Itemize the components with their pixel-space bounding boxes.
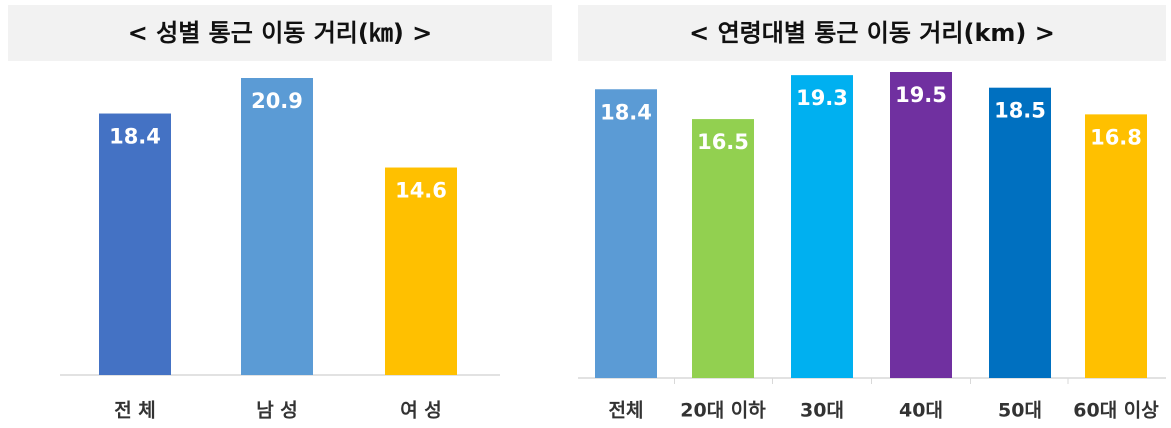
bar xyxy=(595,89,657,378)
x-tick-label: 여 성 xyxy=(400,400,442,422)
x-tick-label: 20대 이하 xyxy=(680,400,766,422)
value-label: 16.5 xyxy=(697,130,749,154)
value-label: 19.5 xyxy=(895,83,947,107)
value-label: 18.4 xyxy=(600,100,652,124)
x-tick-label: 30대 xyxy=(800,400,844,422)
chart-title: < 연령대별 통근 이동 거리(km) > xyxy=(689,19,1055,47)
bar xyxy=(791,75,853,378)
x-tick-label: 전 체 xyxy=(114,400,156,422)
value-label: 20.9 xyxy=(251,89,303,113)
x-tick-label: 60대 이상 xyxy=(1073,400,1159,422)
bar xyxy=(241,78,313,375)
bar xyxy=(1085,114,1147,378)
x-tick-label: 40대 xyxy=(899,400,943,422)
bar xyxy=(692,119,754,379)
chart-title: < 성별 통근 이동 거리(㎞) > xyxy=(128,19,433,47)
bar xyxy=(385,167,457,375)
bar xyxy=(890,72,952,378)
x-tick-label: 남 성 xyxy=(256,400,298,422)
bar xyxy=(989,87,1051,378)
value-label: 18.4 xyxy=(109,125,161,149)
x-tick-label: 전체 xyxy=(609,400,644,422)
value-label: 16.8 xyxy=(1090,125,1142,149)
title-box xyxy=(8,5,552,61)
value-label: 18.5 xyxy=(994,99,1046,123)
x-tick-label: 50대 xyxy=(998,400,1042,422)
title-box xyxy=(578,5,1166,61)
value-label: 19.3 xyxy=(796,86,848,110)
bar xyxy=(99,113,171,376)
value-label: 14.6 xyxy=(395,179,447,203)
